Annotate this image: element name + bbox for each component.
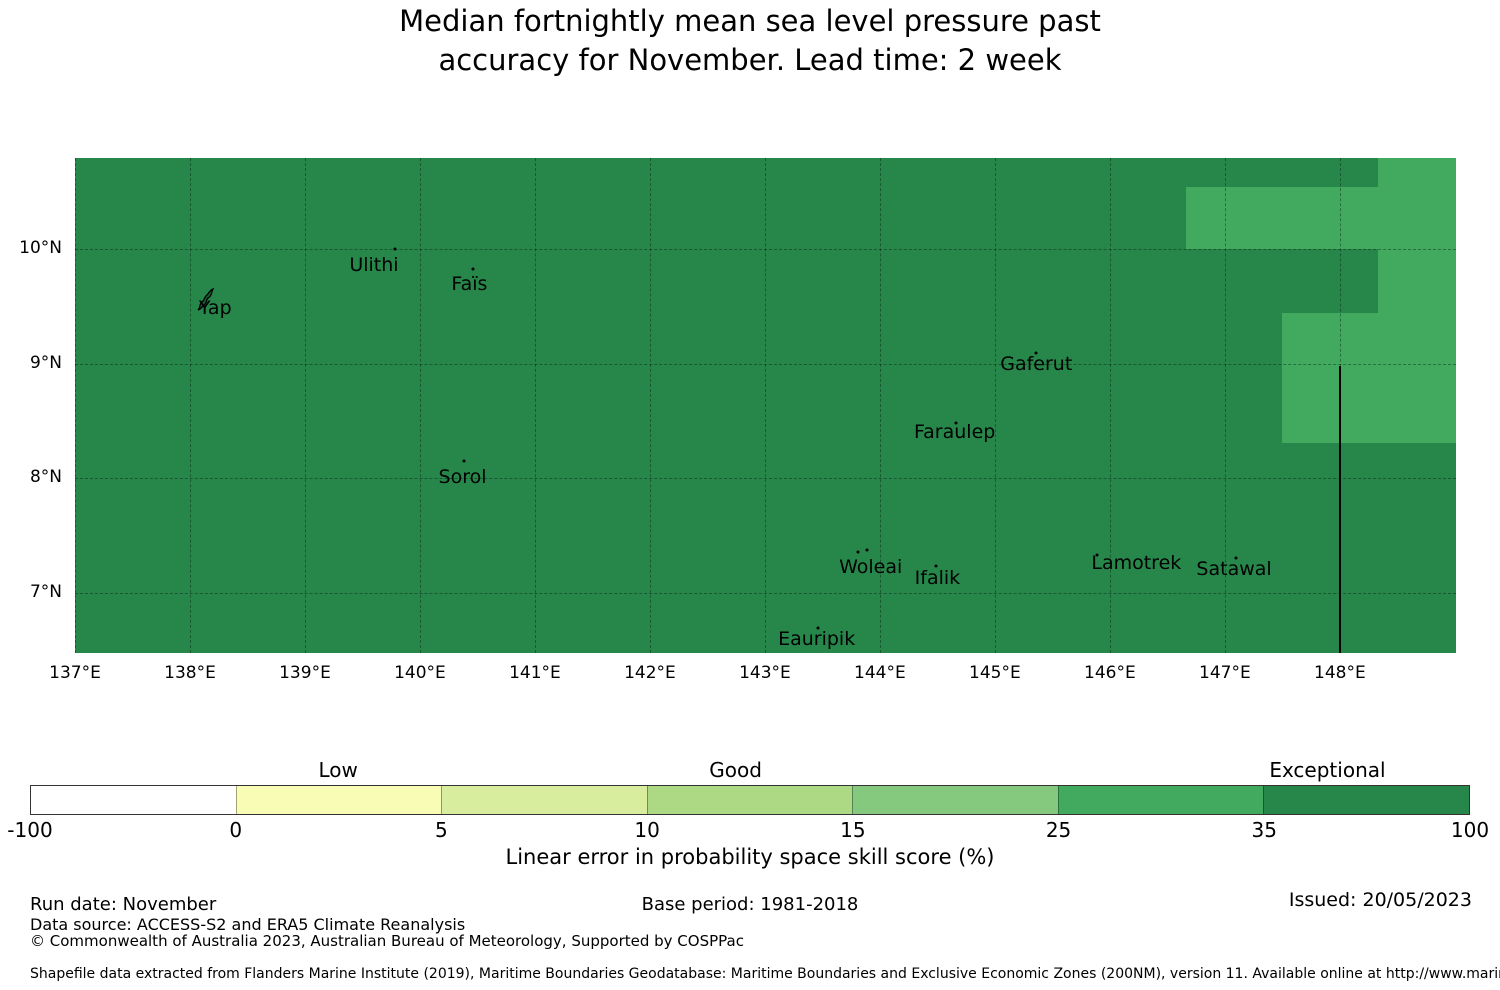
colorbar-segment — [852, 786, 1058, 814]
grid-line-horizontal — [75, 478, 1456, 480]
grid-line-vertical — [1109, 158, 1111, 653]
island-label-ifalik: Ifalik — [914, 567, 961, 590]
x-tick-label: 145°E — [969, 663, 1021, 683]
colorbar-caption: Linear error in probability space skill … — [505, 845, 995, 869]
grid-line-vertical — [879, 158, 881, 653]
map-canvas: Yap Ulithi Faïs Sorol Gaferut Faraulep Woleai I… — [75, 158, 1456, 653]
base-period-text: Base period: 1981-2018 — [641, 894, 859, 915]
colorbar-segment — [441, 786, 647, 814]
y-tick-label: 7°N — [29, 582, 62, 603]
island-dot — [462, 459, 466, 463]
island-label-ulithi: Ulithi — [349, 253, 399, 276]
island-label-eauripik: Eauripik — [778, 628, 856, 651]
issued-date-text: Issued: 20/05/2023 — [1288, 889, 1472, 911]
maritime-boundary-line — [1338, 365, 1341, 653]
skill-region-25-35 — [1377, 158, 1456, 187]
skill-region-25-35 — [1185, 186, 1456, 249]
island-label-sorol: Sorol — [438, 466, 487, 489]
colorbar-tick-label: -100 — [7, 818, 53, 842]
colorbar-tick-label: 5 — [435, 818, 448, 842]
grid-line-horizontal — [75, 593, 1456, 595]
colorbar-tick-label: 25 — [1045, 818, 1072, 842]
grid-line-vertical — [189, 158, 191, 653]
island-dot — [954, 421, 958, 425]
island-dot — [856, 550, 860, 554]
island-dot — [393, 247, 397, 251]
run-date-text: Run date: November — [30, 894, 217, 915]
grid-line-horizontal — [75, 363, 1456, 365]
grid-line-vertical — [304, 158, 306, 653]
x-tick-label: 144°E — [854, 663, 906, 683]
grid-line-vertical — [534, 158, 536, 653]
colorbar-tick-label: 10 — [634, 818, 660, 842]
grid-line-vertical — [1224, 158, 1226, 653]
data-source-text: Data source: ACCESS-S2 and ERA5 Climate … — [30, 915, 466, 934]
island-label-woleai: Woleai — [839, 555, 903, 578]
colorbar-tick-label: 100 — [1450, 818, 1490, 842]
x-tick-label: 141°E — [509, 663, 561, 683]
colorbar-tick-labels: -100 0 5 10 15 25 35 100 — [7, 818, 1489, 842]
x-axis: 137°E 138°E 139°E 140°E 141°E 142°E 143°E 144°E… — [49, 663, 1456, 687]
skill-region-25-35 — [1377, 248, 1456, 314]
island-dot — [816, 626, 820, 630]
island-label-satawal: Satawal — [1196, 558, 1272, 581]
y-tick-label: 8°N — [29, 467, 62, 488]
colorbar-segment — [646, 786, 853, 814]
copyright-text: © Commonwealth of Australia 2023, Austra… — [30, 932, 744, 950]
x-tick-label: 143°E — [739, 663, 791, 683]
colorbar-segment — [1263, 786, 1470, 814]
colorbar-band-label: Good — [709, 758, 762, 782]
x-tick-label: 147°E — [1199, 663, 1251, 683]
grid-line-vertical — [764, 158, 766, 653]
grid-line-vertical — [994, 158, 996, 653]
colorbar-band-label: Low — [318, 758, 358, 782]
island-label-gaferut: Gaferut — [1000, 352, 1073, 375]
x-tick-label: 140°E — [394, 663, 446, 683]
island-dot — [471, 267, 475, 271]
x-tick-label: 142°E — [624, 663, 676, 683]
grid-line-vertical — [419, 158, 421, 653]
colorbar-band-labels: Low Good Exceptional — [30, 758, 1470, 784]
x-tick-label: 137°E — [49, 663, 101, 683]
grid-line-horizontal — [75, 248, 1456, 250]
x-tick-label: 148°E — [1314, 663, 1366, 683]
colorbar-segment — [31, 786, 236, 814]
x-tick-label: 138°E — [164, 663, 216, 683]
island-label-faïs: Faïs — [451, 273, 488, 296]
colorbar-tick-label: 0 — [229, 818, 243, 842]
island-dot — [1234, 556, 1238, 560]
island-dot — [934, 564, 938, 568]
skill-region-25-35 — [1282, 313, 1456, 443]
colorbar-segment — [235, 786, 442, 814]
y-tick-label: 9°N — [29, 352, 62, 373]
x-tick-label: 146°E — [1084, 663, 1136, 683]
colorbar-tick-label: 15 — [840, 818, 866, 842]
y-tick-label: 10°N — [19, 237, 62, 258]
colorbar-segment — [1057, 786, 1264, 814]
grid-line-vertical — [75, 158, 76, 653]
island-outline-yap — [195, 288, 217, 316]
island-label-lamotrek: Lamotrek — [1091, 552, 1182, 575]
colorbar — [30, 785, 1470, 815]
x-tick-label: 139°E — [279, 663, 331, 683]
island-dot — [1095, 553, 1099, 557]
colorbar-band-label: Exceptional — [1269, 758, 1386, 782]
colorbar-tick-label: 35 — [1251, 818, 1278, 842]
island-label-faraulep: Faraulep — [913, 421, 996, 444]
chart-title: Median fortnightly mean sea level pressu… — [399, 4, 1101, 77]
island-label-yap: Yap — [198, 297, 232, 320]
island-dot — [1034, 351, 1038, 355]
y-axis: 10°N 9°N 8°N 7°N — [0, 158, 62, 653]
island-dot — [865, 548, 869, 552]
grid-line-vertical — [649, 158, 651, 653]
shapefile-credit-text: Shapefile data extracted from Flanders M… — [30, 966, 1500, 982]
